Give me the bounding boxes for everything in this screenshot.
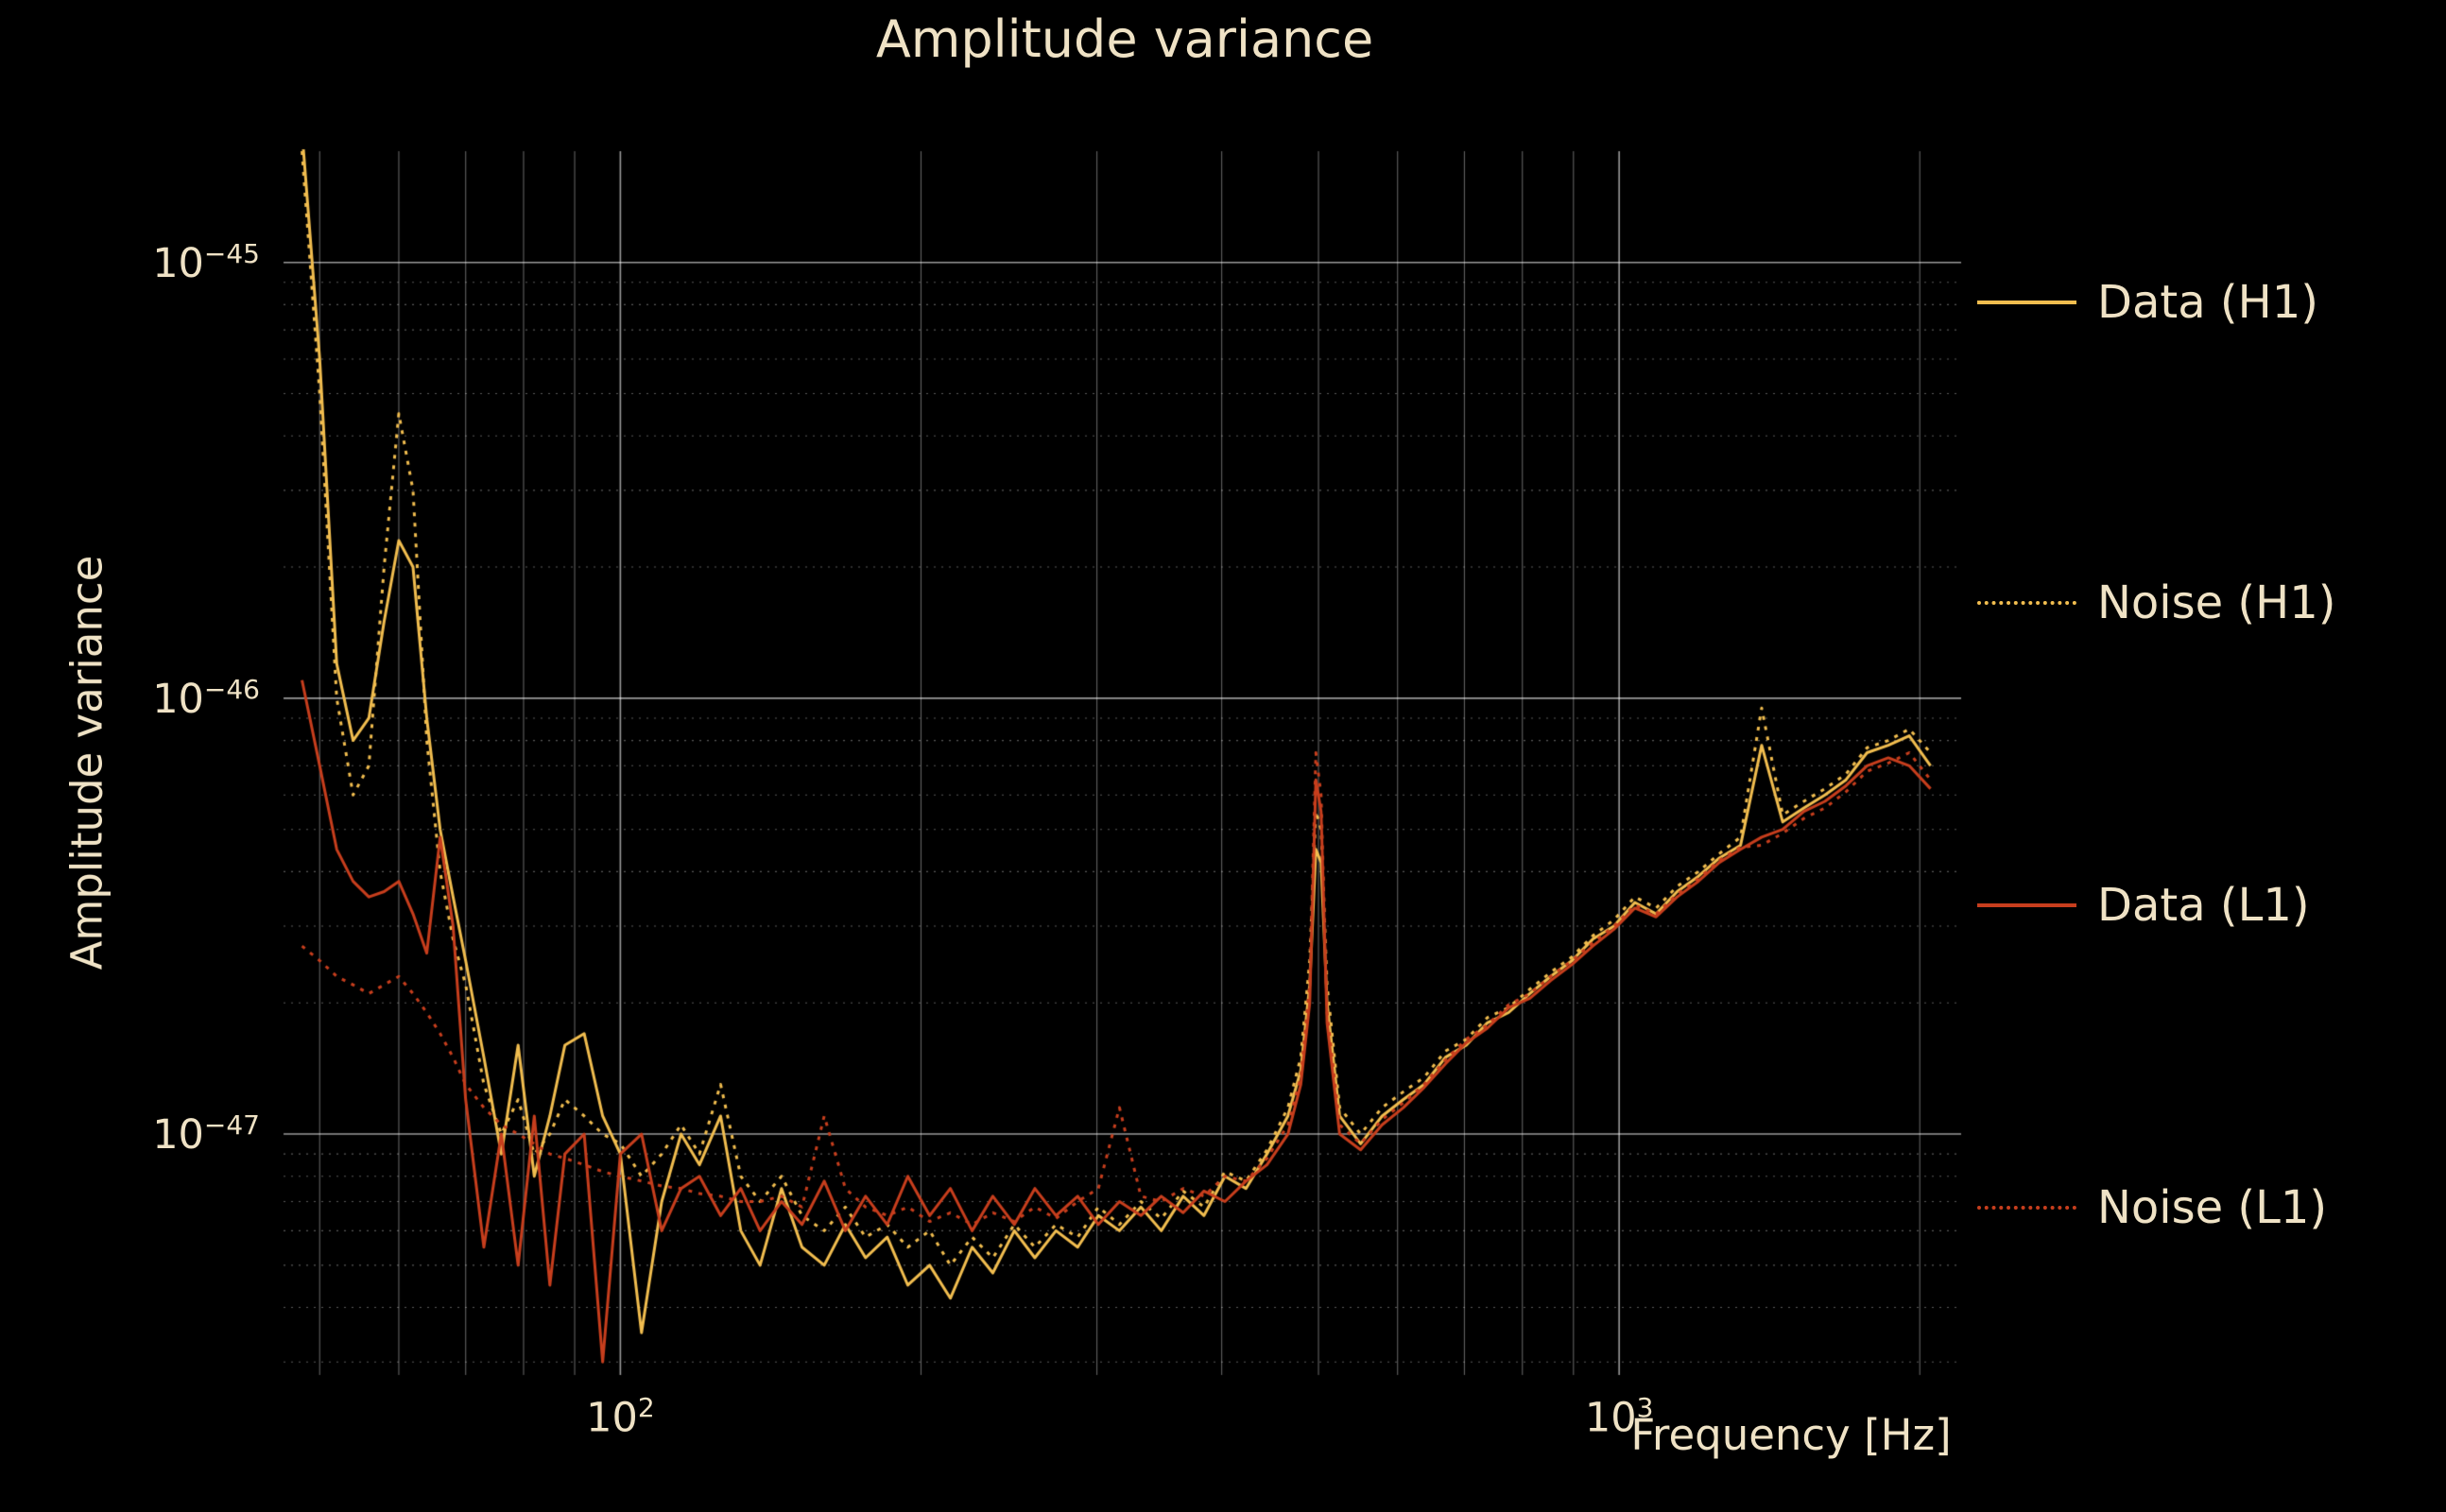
legend-label: Data (H1) <box>2097 276 2318 329</box>
y-tick-label: 10−47 <box>152 1109 260 1159</box>
x-tick-exp: 2 <box>637 1392 655 1423</box>
x-tick-base: 10 <box>586 1394 638 1442</box>
y-tick-exp: −46 <box>203 673 260 705</box>
y-tick-label: 10−45 <box>152 238 260 287</box>
legend-line-sample-dotted-l1 <box>1977 1206 2076 1210</box>
y-tick-label: 10−46 <box>152 674 260 723</box>
y-tick-base: 10 <box>152 676 204 724</box>
x-axis-label: Frequency [Hz] <box>1630 1410 1952 1460</box>
legend-label: Noise (L1) <box>2097 1181 2328 1234</box>
y-axis-label: Amplitude variance <box>61 555 112 971</box>
legend-label: Noise (H1) <box>2097 576 2336 629</box>
legend-line-sample-dotted-h1 <box>1977 601 2076 605</box>
legend-line-sample-solid-h1 <box>1977 301 2076 304</box>
legend-entry-data-l1: Data (L1) <box>1977 875 2310 936</box>
legend-entry-noise-h1: Noise (H1) <box>1977 573 2336 633</box>
y-tick-base: 10 <box>152 239 204 287</box>
x-tick-base: 10 <box>1584 1394 1637 1442</box>
legend-line-sample-solid-l1 <box>1977 903 2076 907</box>
y-tick-exp: −45 <box>203 237 260 269</box>
legend-entry-noise-l1: Noise (L1) <box>1977 1177 2327 1238</box>
y-tick-exp: −47 <box>203 1108 260 1141</box>
x-tick-exp: 3 <box>1636 1392 1654 1423</box>
x-tick-label: 102 <box>586 1392 655 1441</box>
legend-entry-data-h1: Data (H1) <box>1977 272 2318 333</box>
x-tick-label: 103 <box>1585 1392 1654 1441</box>
legend-label: Data (L1) <box>2097 879 2310 932</box>
chart-title: Amplitude variance <box>875 9 1374 69</box>
y-tick-base: 10 <box>152 1111 204 1160</box>
